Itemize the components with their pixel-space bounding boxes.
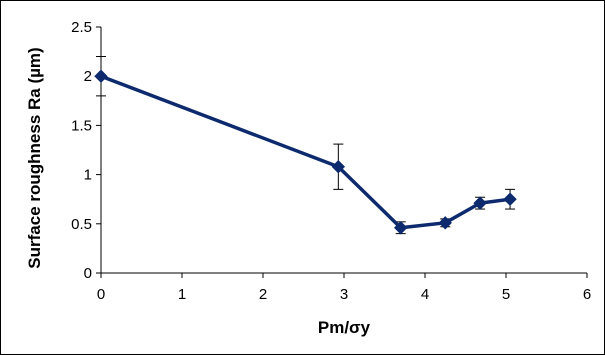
x-axis-title: Pm/σy — [318, 318, 371, 337]
x-ticks: 0 1 2 3 4 5 6 — [97, 273, 591, 303]
series-line-path — [100, 74, 511, 230]
y-tick-label: 0 — [84, 265, 92, 282]
x-tick-label: 2 — [259, 286, 267, 303]
data-point-diamond — [473, 196, 487, 210]
data-point-diamond — [331, 160, 346, 174]
data-point-diamond — [94, 69, 108, 83]
data-point-diamond — [393, 221, 408, 235]
x-tick-label: 3 — [340, 286, 348, 303]
y-tick-label: 2 — [84, 68, 92, 85]
y-tick-label: 1 — [84, 167, 92, 184]
y-tick-label: 1.5 — [71, 117, 92, 134]
data-point-diamond — [438, 216, 452, 230]
x-tick-label: 0 — [97, 286, 105, 303]
y-tick-label: 2.5 — [71, 19, 92, 36]
x-tick-label: 4 — [421, 286, 429, 303]
data-markers — [94, 69, 517, 235]
y-ticks: 0 0.5 1 1.5 2 2.5 — [71, 19, 101, 282]
series-line — [100, 74, 511, 230]
x-tick-label: 1 — [178, 286, 186, 303]
y-axis-title: Surface roughness Ra (µm) — [25, 47, 44, 268]
y-tick-label: 0.5 — [71, 216, 92, 233]
x-tick-label: 6 — [583, 286, 591, 303]
data-point-diamond — [503, 192, 517, 206]
x-tick-label: 5 — [502, 286, 510, 303]
axes — [100, 27, 587, 274]
error-bars — [96, 56, 516, 235]
